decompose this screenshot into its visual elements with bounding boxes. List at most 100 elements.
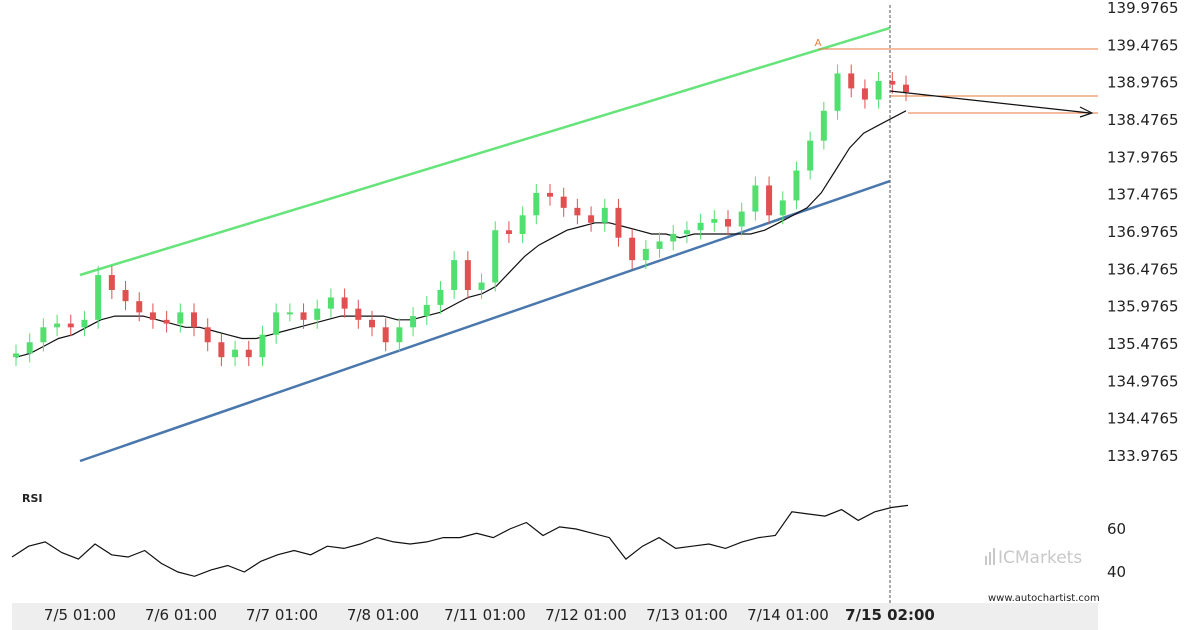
bearish-candle — [615, 207, 622, 238]
time-tick-label: 7/8 01:00 — [347, 606, 419, 624]
bearish-candle — [163, 319, 170, 324]
bearish-candle — [355, 308, 362, 320]
bearish-candle — [300, 312, 307, 320]
bullish-candle — [697, 222, 704, 231]
projection-arrowhead — [1079, 106, 1094, 118]
moving-average-line — [15, 110, 907, 358]
price-tick-label: 135.4765 — [1107, 335, 1179, 353]
bearish-candle — [574, 207, 581, 216]
price-tick-label: 138.4765 — [1107, 111, 1179, 129]
price-tick-label: 134.9765 — [1107, 372, 1179, 390]
bullish-candle — [177, 312, 184, 324]
time-tick-label: 7/11 01:00 — [444, 606, 526, 624]
time-tick-label: 7/7 01:00 — [246, 606, 318, 624]
bullish-candle — [834, 73, 841, 111]
bearish-candle — [766, 185, 773, 216]
bearish-candle — [245, 349, 252, 358]
left-gutter — [0, 0, 12, 630]
logo-bar-3 — [993, 548, 995, 565]
bearish-candle — [149, 312, 156, 320]
bullish-candle — [820, 110, 827, 141]
bullish-candle — [54, 323, 61, 328]
bullish-candle — [601, 207, 608, 223]
rsi-line — [11, 504, 909, 577]
time-axis-panel — [12, 603, 1098, 630]
price-axis-panel — [1098, 0, 1200, 630]
price-axis: 139.9765 139.4765 138.9765 138.4765 137.9765… — [1107, 0, 1179, 465]
bullish-candle — [656, 241, 663, 249]
bullish-candle — [451, 260, 458, 290]
bearish-candle — [848, 73, 855, 89]
time-tick-label: 7/12 01:00 — [545, 606, 627, 624]
bullish-candle — [81, 319, 88, 328]
bullish-candle — [13, 353, 19, 358]
bearish-candle — [889, 80, 896, 85]
price-tick-label: 136.4765 — [1107, 260, 1179, 278]
bearish-candle — [67, 323, 74, 328]
bullish-candle — [492, 230, 499, 283]
rsi-tick-40: 40 — [1107, 563, 1126, 581]
rsi-tick-60: 60 — [1107, 520, 1126, 538]
bullish-candle — [232, 349, 239, 358]
price-tick-label: 134.4765 — [1107, 410, 1179, 428]
bullish-candle — [410, 316, 417, 328]
bullish-candle — [314, 308, 321, 320]
time-tick-label: 7/14 01:00 — [747, 606, 829, 624]
bearish-candle — [204, 327, 211, 343]
bearish-candle — [629, 237, 636, 261]
price-tick-label: 135.9765 — [1107, 298, 1179, 316]
channel-lower-line — [79, 179, 891, 463]
bullish-candle — [40, 327, 47, 343]
time-tick-label: 7/13 01:00 — [646, 606, 728, 624]
bearish-candle — [341, 297, 348, 309]
bullish-candle — [779, 200, 786, 216]
site-url: www.autochartist.com — [988, 593, 1100, 604]
channel-upper-line — [79, 26, 891, 277]
price-tick-label: 137.9765 — [1107, 148, 1179, 166]
bullish-candle — [286, 312, 293, 315]
bearish-candle — [382, 327, 389, 343]
bullish-candle — [683, 230, 690, 234]
bullish-candle — [793, 170, 800, 201]
bearish-candle — [547, 192, 553, 197]
bearish-candle — [903, 84, 909, 93]
price-tick-label: 137.4765 — [1107, 186, 1179, 204]
bearish-candle — [588, 215, 595, 223]
price-tick-label: 136.9765 — [1107, 223, 1179, 241]
bullish-candle — [437, 289, 444, 305]
bullish-candle — [752, 185, 759, 212]
bullish-candle — [711, 219, 718, 223]
time-tick-label: 7/6 01:00 — [145, 606, 217, 624]
bearish-candle — [505, 230, 512, 234]
logo-bar-2 — [989, 552, 991, 565]
bullish-candle — [738, 211, 745, 227]
bullish-candle — [642, 248, 649, 261]
bullish-candle — [95, 275, 102, 320]
bearish-candle — [464, 260, 471, 290]
time-tick-label: 7/15 02:00 — [845, 606, 935, 624]
bearish-candle — [861, 88, 868, 100]
bullish-candle — [273, 312, 280, 335]
projection-arrow-line — [889, 90, 1091, 114]
bearish-candle — [725, 219, 731, 227]
bullish-candle — [533, 192, 540, 216]
bearish-candle — [369, 319, 375, 328]
bullish-candle — [670, 233, 677, 242]
bullish-candle — [478, 282, 485, 290]
bullish-candle — [327, 297, 334, 309]
price-tick-label: 133.9765 — [1107, 447, 1179, 465]
bullish-candle — [259, 334, 266, 358]
logo-text: ICMarkets — [998, 548, 1082, 568]
rsi-label: RSI — [22, 492, 43, 505]
bullish-candle — [396, 327, 403, 343]
bearish-candle — [122, 289, 129, 302]
bullish-candle — [807, 140, 814, 171]
time-tick-label: 7/5 01:00 — [44, 606, 116, 624]
bullish-candle — [875, 80, 882, 100]
bearish-candle — [136, 301, 143, 313]
bearish-candle — [218, 342, 225, 358]
bearish-candle — [108, 275, 115, 290]
bearish-candle — [191, 312, 197, 328]
price-tick-label: 139.9765 — [1107, 0, 1179, 17]
